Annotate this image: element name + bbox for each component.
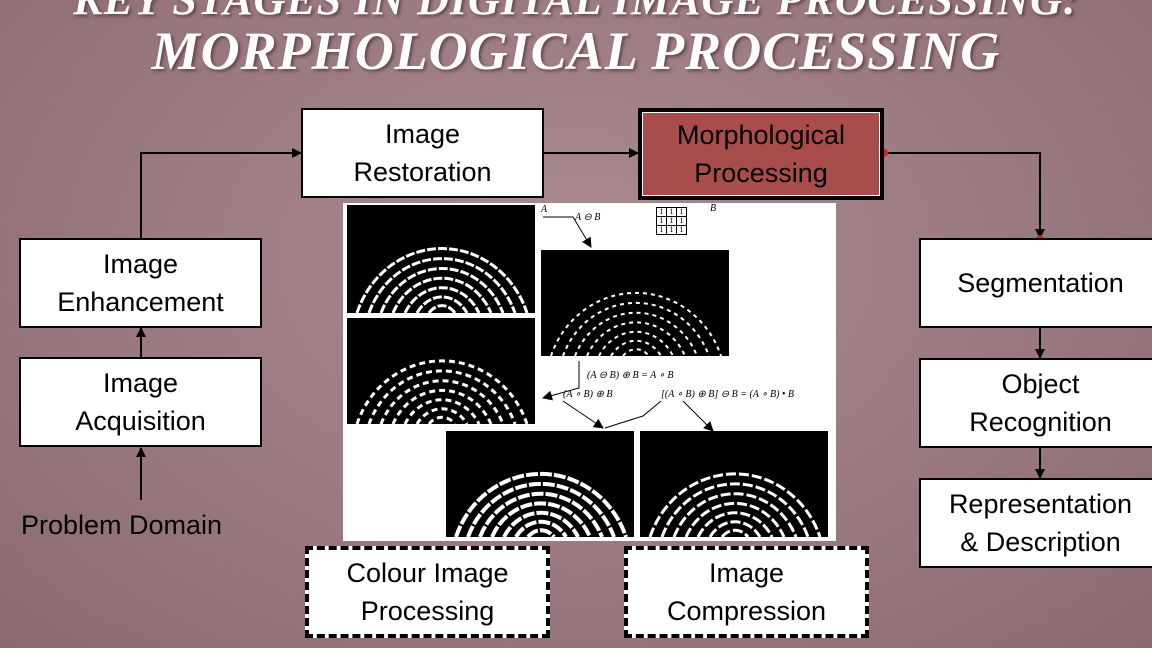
stage-image-restoration: Image Restoration bbox=[301, 108, 544, 198]
label-opening: (A ⊖ B) ⊕ B = A ∘ B bbox=[587, 370, 674, 381]
stage-object-recognition: Object Recognition bbox=[919, 358, 1152, 448]
arrow-morphological-to-segmentation bbox=[883, 152, 1045, 239]
problem-domain-label: Problem Domain bbox=[21, 510, 223, 540]
label-erosion: A ⊖ B bbox=[575, 212, 601, 223]
stage-image-acquisition: Image Acquisition bbox=[19, 357, 262, 447]
stage-image-enhancement: Image Enhancement bbox=[19, 238, 262, 328]
label-A: A bbox=[541, 204, 548, 215]
fingerprint-opened bbox=[347, 318, 535, 424]
stage-colour-image-processing: Colour Image Processing bbox=[305, 546, 550, 638]
label-dilate-open: (A ∘ B) ⊕ B bbox=[563, 389, 613, 400]
stage-morphological-processing: Morphological Processing bbox=[638, 108, 884, 200]
figure-annotation-arrows bbox=[542, 216, 714, 432]
arrow-enhancement-to-restoration bbox=[140, 148, 302, 238]
fingerprint-eroded bbox=[541, 250, 729, 356]
fingerprint-dilated bbox=[446, 431, 634, 537]
fingerprint-closed bbox=[640, 431, 828, 537]
stage-segmentation: Segmentation bbox=[919, 238, 1152, 328]
slide-title-line2: MORPHOLOGICAL PROCESSING bbox=[151, 21, 1001, 81]
slide-title-line1: KEY STAGES IN DIGITAL IMAGE PROCESSING: bbox=[0, 0, 1152, 25]
fingerprint-original bbox=[347, 205, 535, 313]
label-closing-of-opening: [(A ∘ B) ⊕ B] ⊖ B = (A ∘ B) • B bbox=[661, 389, 795, 400]
stage-representation-description: Representation & Description bbox=[919, 478, 1152, 568]
label-B: B bbox=[710, 203, 717, 214]
stage-image-compression: Image Compression bbox=[624, 546, 869, 638]
